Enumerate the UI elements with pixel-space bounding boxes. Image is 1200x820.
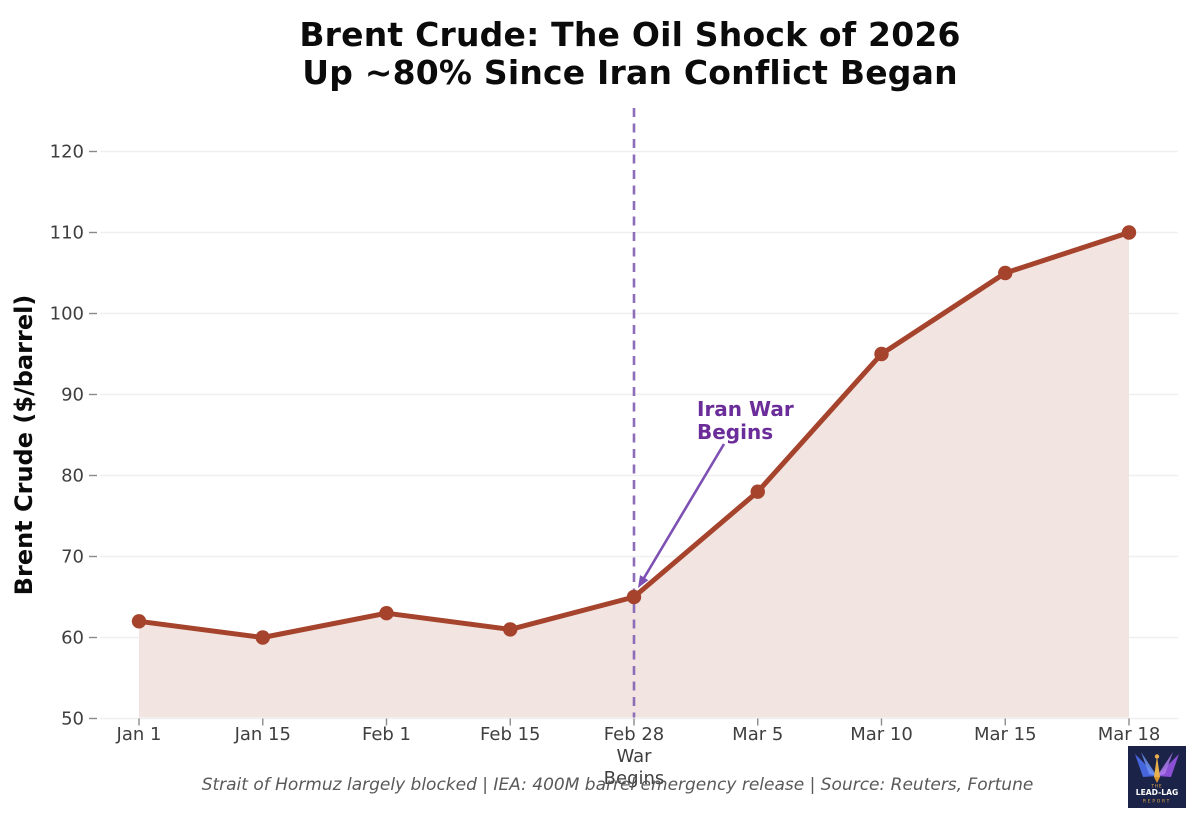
x-tick-label: Feb 28 (604, 724, 665, 745)
event-sublabel: Begins (604, 768, 665, 789)
y-tick-label: 50 (61, 709, 84, 730)
logo-brand-text: LEAD-LAG (1136, 788, 1178, 797)
logo-bottom-text: REPORT (1143, 799, 1171, 805)
y-tick-label: 120 (50, 142, 84, 163)
x-tick-label: Mar 5 (732, 724, 783, 745)
phoenix-eagle-icon (1135, 752, 1179, 783)
x-tick-label: Jan 1 (116, 724, 162, 745)
event-sublabel: War (616, 746, 652, 767)
x-tick-label: Jan 15 (234, 724, 291, 745)
data-point (750, 484, 765, 499)
y-tick-label: 80 (61, 466, 84, 487)
data-point (998, 265, 1013, 281)
y-tick-label: 90 (61, 385, 84, 406)
annotation-label: Iran War Begins (697, 397, 794, 444)
y-tick-label: 110 (50, 223, 84, 244)
data-point (255, 630, 270, 645)
x-tick-label: Mar 10 (850, 724, 913, 745)
data-point (874, 346, 889, 362)
chart-title-line1: Brent Crude: The Oil Shock of 2026 (299, 15, 961, 54)
logo-top-text: THE (1151, 784, 1163, 789)
annotation-arrowhead (638, 575, 649, 588)
data-point (379, 606, 394, 621)
x-tick-label: Mar 18 (1098, 724, 1161, 745)
y-tick-label: 100 (50, 304, 84, 325)
lead-lag-logo: THE LEAD-LAG REPORT (1128, 746, 1186, 808)
chart-title-line2: Up ~80% Since Iran Conflict Began (302, 53, 958, 92)
area-fill (139, 232, 1129, 718)
x-tick-label: Feb 15 (480, 724, 541, 745)
data-point (1121, 225, 1137, 240)
y-tick-label: 70 (61, 547, 84, 568)
y-tick-label: 60 (61, 628, 84, 649)
data-point (503, 622, 518, 637)
annotation-arrow-line (642, 443, 726, 581)
data-point (626, 589, 642, 605)
source-footnote: Strait of Hormuz largely blocked | IEA: … (201, 775, 1034, 795)
chart-title: Brent Crude: The Oil Shock of 2026 Up ~8… (60, 16, 1200, 92)
y-axis-label: Brent Crude ($/barrel) (10, 295, 38, 596)
x-tick-label: Feb 1 (362, 724, 411, 745)
data-point (131, 614, 147, 629)
x-tick-label: Mar 15 (974, 724, 1037, 745)
